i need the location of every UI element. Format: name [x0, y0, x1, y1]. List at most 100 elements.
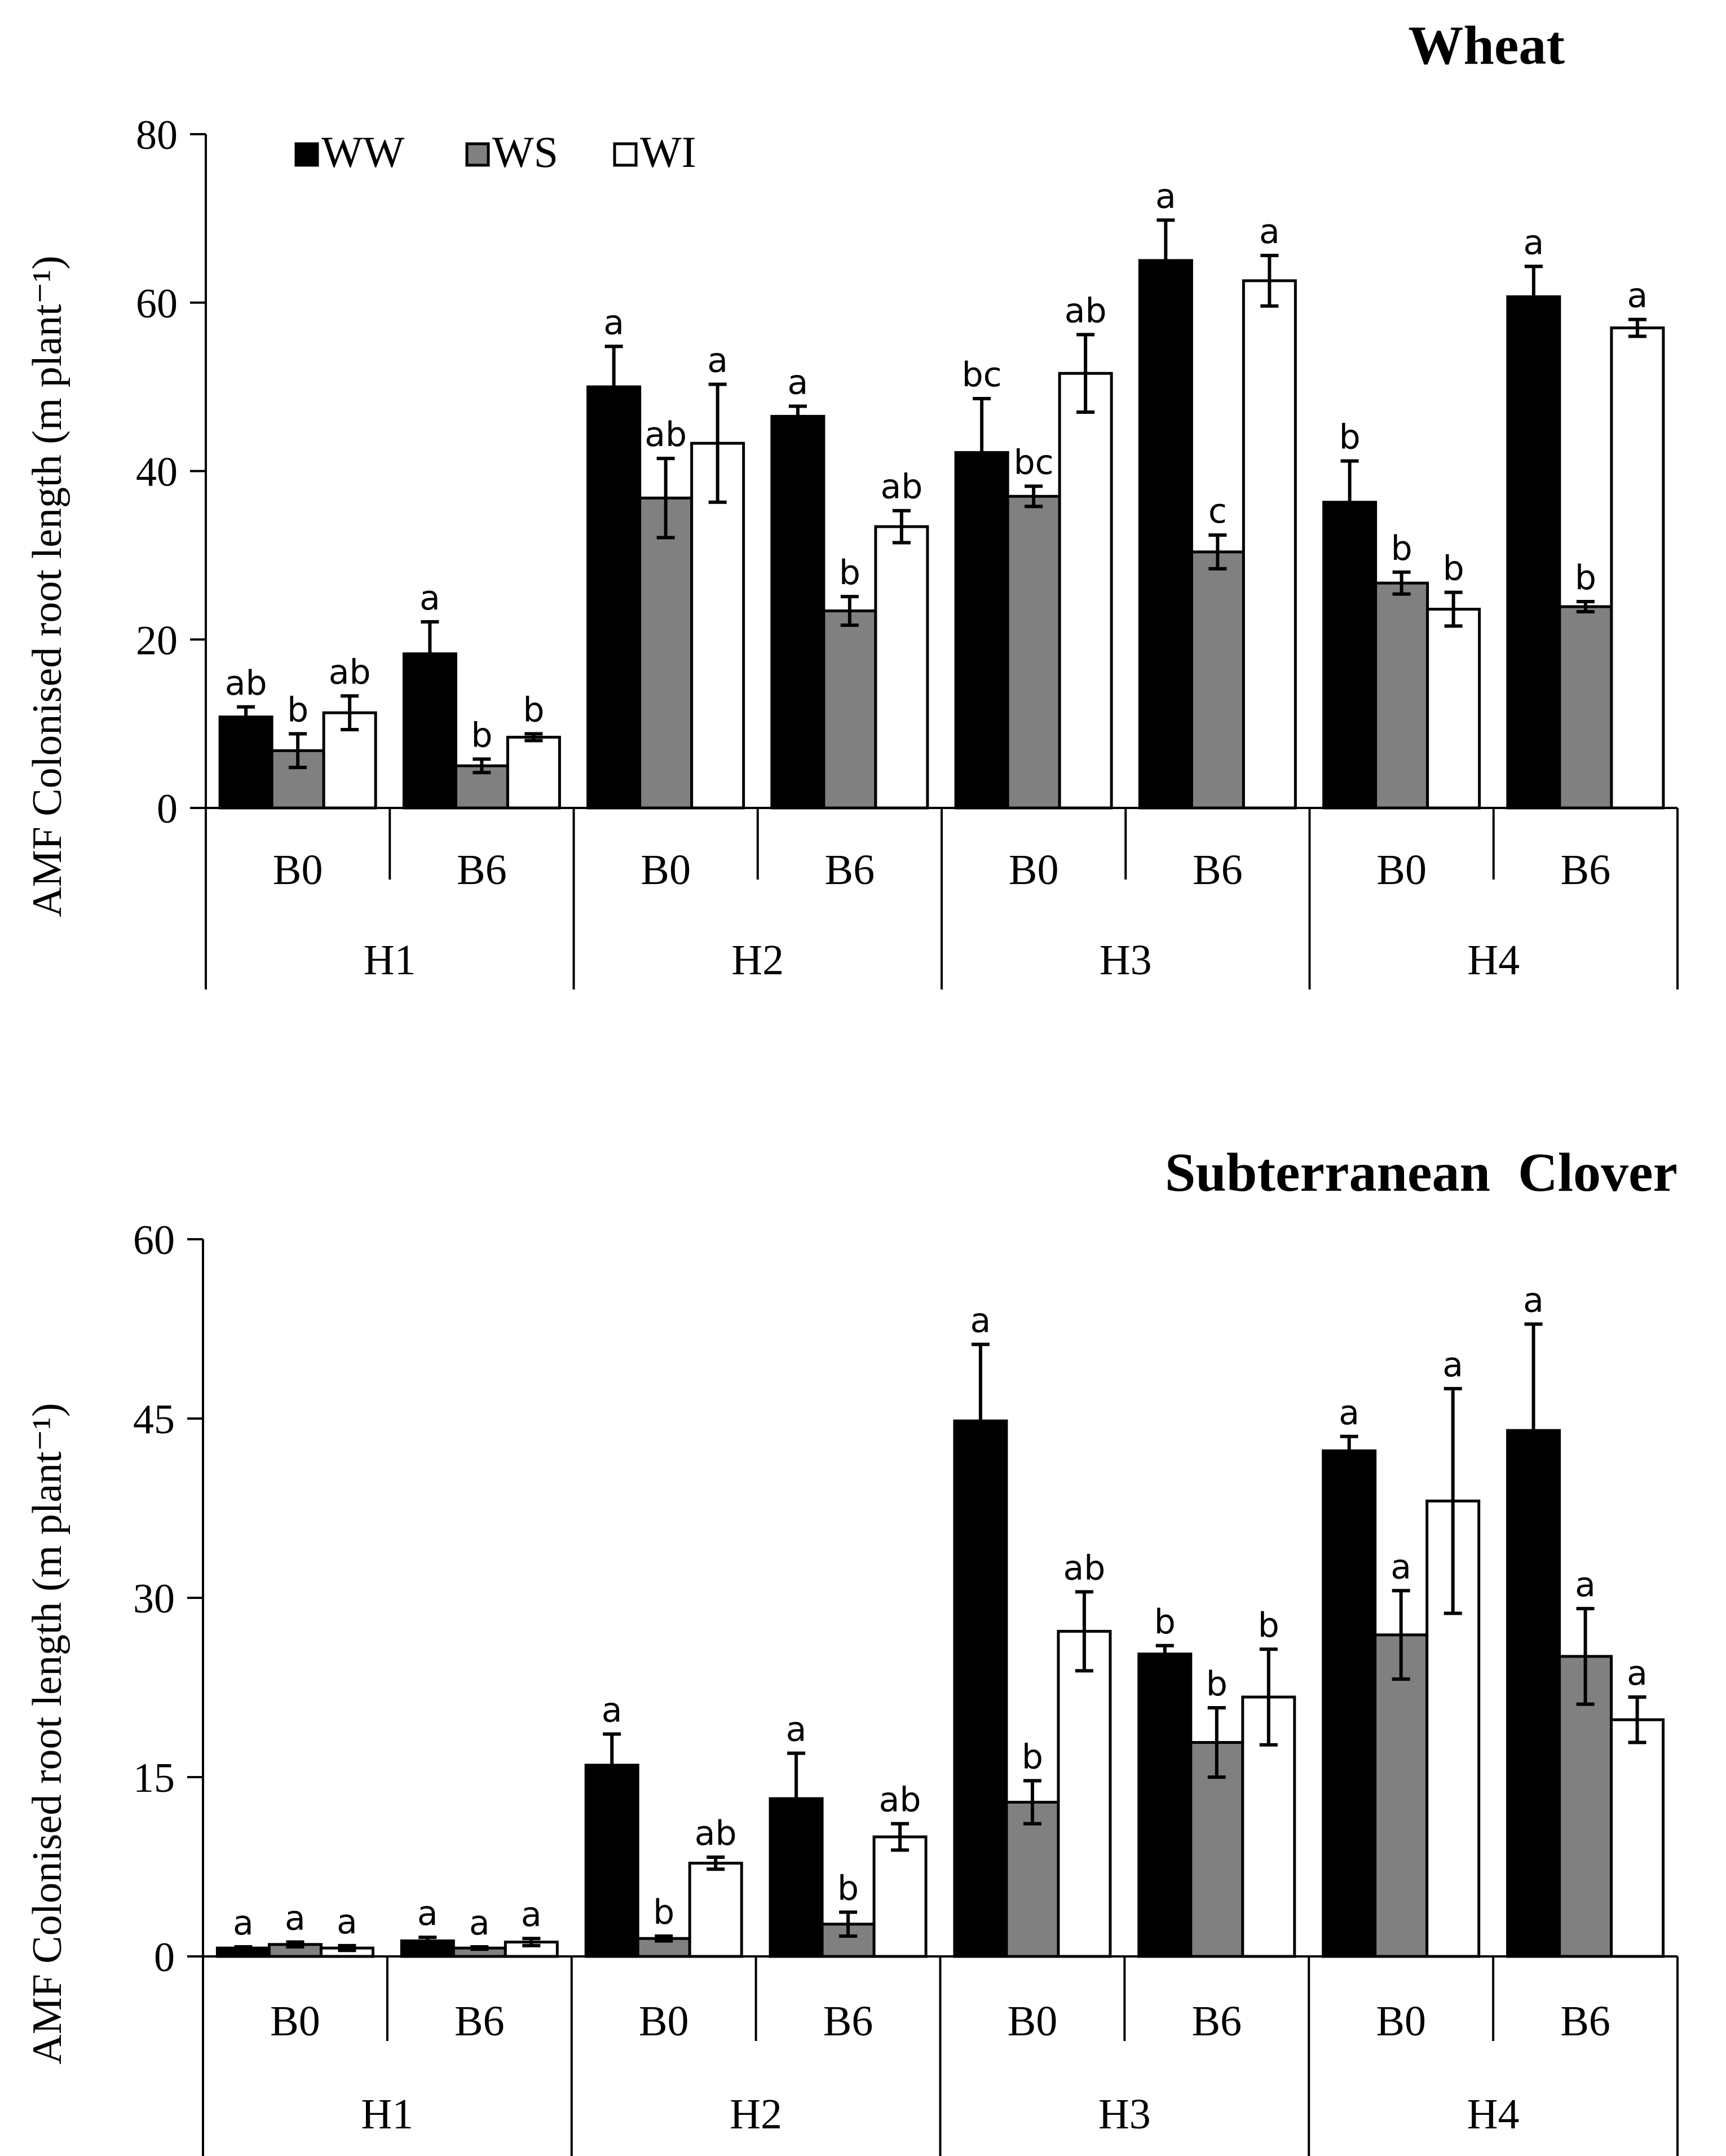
- y-tick-label: 40: [136, 449, 178, 496]
- significance-letter-ws: b: [1575, 558, 1596, 598]
- x-category-label: B0: [1376, 1998, 1426, 2045]
- x-category-label: B6: [1561, 846, 1611, 894]
- significance-letter-ws: b: [287, 691, 308, 730]
- bar-ww: [218, 715, 273, 810]
- x-category-label: B6: [1191, 1998, 1242, 2045]
- significance-letter-wi: b: [523, 691, 544, 730]
- significance-letter-ww: a: [786, 1710, 807, 1749]
- bar-ww: [1506, 295, 1561, 810]
- significance-letter-wi: ab: [879, 1781, 921, 1820]
- wheat-chart: Wheat AMF Colonised root length (m plant…: [24, 15, 1679, 989]
- x-category-label: B6: [825, 846, 875, 894]
- chart-title: Wheat: [1408, 15, 1565, 76]
- significance-letter-ws: b: [837, 1869, 859, 1908]
- y-tick-label: 20: [136, 617, 178, 664]
- significance-letter-ww: b: [1339, 418, 1361, 457]
- legend-label-ww: WW: [321, 127, 405, 176]
- bar-ww: [770, 414, 826, 810]
- significance-letter-ws: c: [1208, 492, 1227, 531]
- x-category-label: B0: [639, 1998, 689, 2045]
- bar-wi: [1426, 607, 1481, 810]
- bar-wi: [688, 1862, 743, 1958]
- x-category-label: B6: [823, 1998, 873, 2045]
- significance-letter-ws: b: [471, 715, 492, 755]
- x-group-label: H4: [1467, 2091, 1520, 2138]
- bar-ws: [822, 609, 877, 810]
- significance-letter-ws: b: [1391, 529, 1412, 568]
- chart-title: Subterranean Clover: [1165, 1142, 1678, 1203]
- x-group-label: H1: [364, 936, 416, 984]
- significance-letter-ws: b: [839, 553, 860, 593]
- significance-letter-ws: b: [1206, 1664, 1228, 1704]
- bar-wi: [506, 736, 561, 810]
- x-group-label: H2: [730, 2091, 782, 2138]
- bar-ws: [1374, 1633, 1429, 1958]
- significance-letter-wi: ab: [880, 467, 922, 507]
- y-tick-label: 30: [133, 1576, 175, 1622]
- significance-letter-ww: a: [420, 578, 440, 618]
- y-tick-label: 60: [136, 281, 178, 327]
- x-category-label: B0: [641, 846, 691, 894]
- bar-ws: [1006, 494, 1061, 810]
- significance-letter-wi: ab: [1063, 1548, 1106, 1588]
- significance-letter-ws: a: [1390, 1547, 1411, 1587]
- significance-letter-ws: a: [285, 1899, 306, 1938]
- significance-letter-ww: a: [970, 1301, 991, 1341]
- bar-ww: [954, 451, 1009, 810]
- bar-ws: [1190, 550, 1245, 810]
- significance-letter-ww: a: [1523, 1281, 1544, 1320]
- x-category-label: B0: [1376, 846, 1427, 894]
- bar-wi: [1057, 1629, 1112, 1958]
- x-category-label: B6: [457, 846, 507, 894]
- y-tick-label: 60: [133, 1217, 175, 1263]
- bar-wi: [1610, 1718, 1665, 1958]
- significance-letter-ww: a: [233, 1903, 254, 1943]
- significance-letter-wi: a: [707, 341, 728, 381]
- significance-letter-ww: a: [417, 1894, 438, 1933]
- significance-letter-ws: b: [653, 1893, 674, 1932]
- bar-ww: [1322, 1449, 1377, 1958]
- significance-letter-ws: a: [469, 1903, 490, 1943]
- significance-letter-ww: a: [603, 303, 624, 342]
- y-tick-label: 0: [157, 786, 178, 832]
- legend-label-wi: WI: [640, 127, 696, 176]
- bar-ws: [638, 496, 694, 810]
- significance-letter-wi: a: [521, 1895, 542, 1934]
- y-axis-label: AMF Colonised root length (m plant⁻¹): [24, 1403, 70, 2064]
- bar-ws: [1558, 605, 1613, 810]
- x-group-label: H2: [731, 936, 784, 984]
- bar-wi: [874, 525, 929, 810]
- bar-ws: [1374, 581, 1429, 810]
- significance-letter-wi: a: [1627, 276, 1648, 316]
- bar-ww: [1137, 1653, 1193, 1958]
- significance-letter-ws: b: [1022, 1737, 1043, 1777]
- bar-ww: [1322, 501, 1378, 810]
- x-group-label: H3: [1098, 2091, 1151, 2138]
- significance-letter-ww: a: [1523, 223, 1544, 263]
- legend-swatch-ww: [294, 142, 319, 167]
- y-tick-label: 80: [136, 112, 178, 158]
- x-group-label: H1: [361, 2091, 413, 2138]
- significance-letter-ww: ab: [225, 664, 267, 703]
- significance-letter-wi: a: [1259, 212, 1280, 251]
- bar-wi: [1058, 372, 1113, 810]
- x-group-label: H3: [1100, 936, 1152, 984]
- significance-letter-wi: ab: [329, 652, 371, 692]
- legend: WW WS WI: [294, 127, 696, 176]
- x-category-label: B0: [1009, 846, 1059, 894]
- x-category-label: B0: [273, 846, 323, 894]
- significance-letter-ww: bc: [962, 355, 1002, 395]
- significance-letter-wi: ab: [695, 1814, 737, 1853]
- y-tick-label: 45: [133, 1397, 175, 1443]
- significance-letter-ws: a: [1575, 1565, 1596, 1605]
- legend-label-ws: WS: [492, 127, 558, 176]
- y-tick-label: 0: [154, 1934, 175, 1981]
- significance-letter-ww: a: [1339, 1393, 1359, 1433]
- significance-letter-wi: b: [1258, 1606, 1279, 1645]
- bar-ww: [1138, 259, 1193, 810]
- significance-letter-wi: a: [337, 1902, 357, 1942]
- bar-wi: [1610, 326, 1665, 810]
- legend-swatch-ws: [465, 142, 490, 167]
- significance-letter-ws: bc: [1014, 443, 1054, 482]
- significance-letter-ww: a: [787, 363, 808, 402]
